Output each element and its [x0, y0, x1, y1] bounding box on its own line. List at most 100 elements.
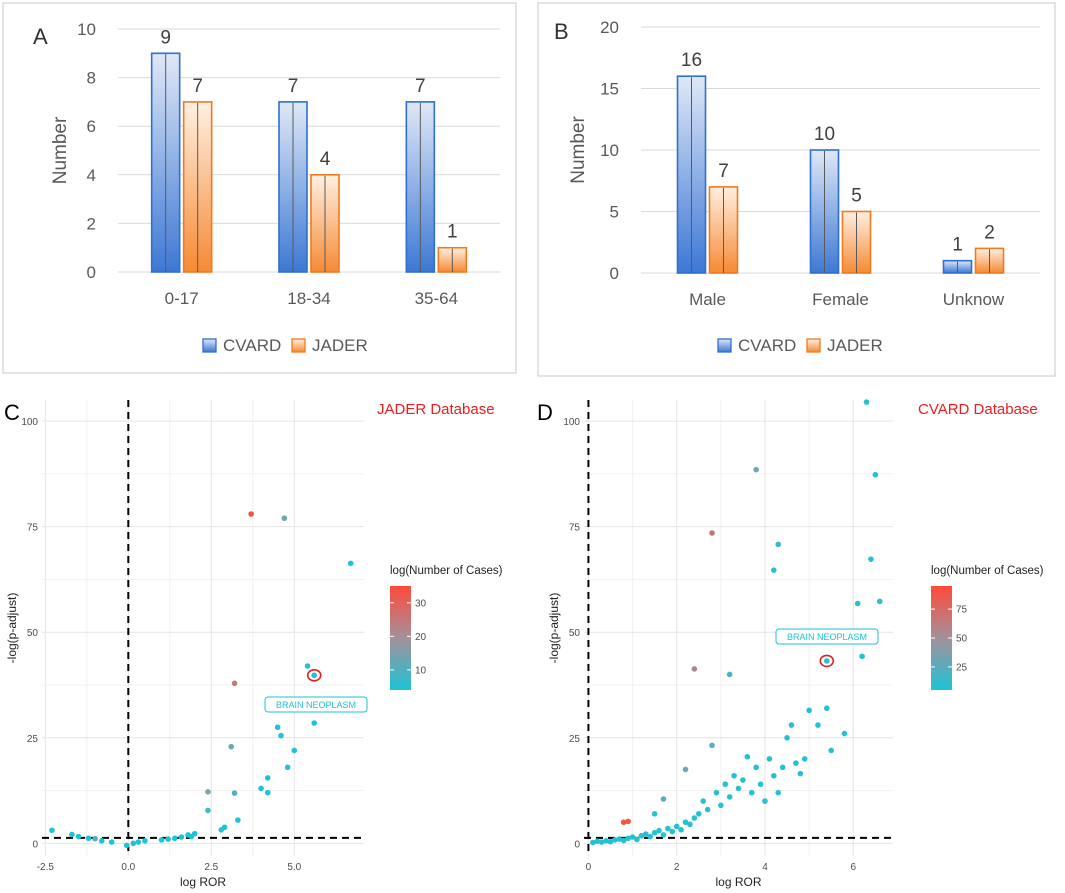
- x-tick-label: 35-64: [415, 289, 458, 308]
- x-tick-label: Unknow: [943, 290, 1005, 309]
- y-axis-label: Number: [568, 116, 589, 184]
- data-point: [231, 790, 238, 796]
- data-point: [49, 827, 55, 834]
- data-point: [744, 753, 751, 760]
- data-point: [625, 835, 631, 842]
- data-point: [726, 794, 733, 800]
- data-point: [620, 819, 627, 826]
- data-point: [757, 781, 764, 788]
- panel-b: B 0 5 10 15 20 Number Male 16 7 Female 10 5 Unknow 12…: [537, 2, 1056, 377]
- data-point: [598, 839, 605, 845]
- data-point: [304, 663, 311, 669]
- legend-swatch-jader: [806, 338, 821, 353]
- data-point: [775, 789, 782, 796]
- data-point: [284, 764, 291, 771]
- data-point: [311, 672, 318, 679]
- data-point: [695, 810, 702, 817]
- data-point: [740, 777, 746, 783]
- data-point: [108, 839, 115, 845]
- x-tick-label: Male: [689, 290, 726, 309]
- legend-swatch-cvard: [717, 338, 732, 353]
- data-point: [704, 806, 711, 813]
- data-label: 16: [681, 50, 702, 71]
- annotation-box: [264, 696, 368, 713]
- y-axis-label: -log(p-adjust): [5, 593, 19, 664]
- data-point: [771, 567, 777, 573]
- data-point: [709, 742, 715, 749]
- panel-c: C JADER Database -2.5 0.0 2.5 5.0 0 25 50 75 100…: [4, 400, 503, 889]
- data-point: [784, 734, 790, 741]
- y-tick-label: 2: [87, 214, 96, 233]
- legend-label-cvard: CVARD: [738, 336, 796, 355]
- panel-b-plot: 0 5 10 15 20 Number Male 16 7 Female 10 5 Unknow 12 CV…: [568, 18, 1040, 355]
- data-point: [859, 653, 865, 660]
- y-tick-label: 100: [21, 417, 38, 428]
- x-tick-label: 0-17: [165, 289, 199, 308]
- data-point: [691, 666, 698, 672]
- data-point: [766, 756, 773, 762]
- colorbar-title: log(Number of Cases): [390, 565, 503, 577]
- y-tick-label: 75: [569, 523, 581, 534]
- data-point: [616, 836, 623, 842]
- data-point: [634, 836, 640, 843]
- data-point: [291, 747, 298, 754]
- y-tick-label: 0: [32, 839, 38, 850]
- data-label: 7: [415, 76, 426, 97]
- legend-swatch-jader: [291, 338, 306, 353]
- data-point: [841, 730, 848, 737]
- data-point: [788, 722, 795, 728]
- legend-swatch-cvard: [202, 338, 217, 353]
- data-label: 4: [320, 149, 331, 170]
- data-label: 7: [288, 76, 299, 97]
- data-point: [823, 705, 830, 712]
- data-point: [731, 772, 737, 779]
- data-point: [678, 827, 684, 833]
- data-point: [669, 828, 676, 835]
- data-point: [673, 823, 680, 830]
- data-point: [274, 724, 281, 731]
- y-tick-label: 10: [600, 141, 619, 160]
- colorbar: [390, 586, 411, 690]
- data-point: [248, 511, 254, 517]
- data-point: [687, 821, 693, 828]
- data-label: 10: [814, 124, 835, 145]
- data-point: [806, 707, 812, 714]
- data-point: [651, 829, 658, 836]
- annotation-label: BRAIN NEOPLASM: [787, 632, 867, 642]
- colorbar-tick-label: 50: [956, 634, 968, 645]
- panel-b-border: [537, 2, 1056, 377]
- data-point: [815, 722, 821, 728]
- data-label: 2: [984, 222, 995, 243]
- data-label: 5: [851, 186, 862, 207]
- y-tick-label: 100: [563, 417, 580, 428]
- data-point: [762, 798, 768, 804]
- data-point: [69, 831, 75, 838]
- data-label: 1: [447, 222, 458, 243]
- colorbar: [931, 586, 952, 690]
- data-point: [656, 827, 662, 834]
- x-tick-label: 2: [674, 862, 680, 873]
- y-tick-label: 0: [87, 263, 96, 282]
- x-tick-label: 4: [762, 862, 768, 873]
- data-point: [854, 600, 861, 607]
- y-tick-label: 75: [27, 523, 39, 534]
- x-tick-label: 5.0: [287, 862, 301, 873]
- panel-c-db-title: JADER Database: [377, 401, 495, 418]
- data-point: [691, 815, 698, 821]
- panel-d-label: D: [537, 400, 553, 425]
- y-tick-label: 5: [610, 203, 619, 222]
- data-point: [228, 743, 235, 750]
- y-tick-label: 0: [574, 839, 580, 850]
- data-point: [625, 818, 631, 825]
- y-axis-label: -log(p-adjust): [547, 593, 561, 664]
- panel-a-border: [2, 2, 517, 374]
- colorbar-tick-label: 75: [956, 605, 968, 616]
- data-point: [651, 810, 658, 817]
- y-tick-label: 6: [87, 117, 96, 136]
- legend-label-jader: JADER: [312, 336, 368, 355]
- y-tick-label: 0: [610, 264, 619, 283]
- panel-a-plot: 0 2 4 6 8 10 Number 0-17 9 7 18-34 7 4 35-64 7 1 CVARD JA…: [50, 20, 500, 355]
- data-point: [264, 775, 271, 781]
- data-point: [700, 798, 706, 804]
